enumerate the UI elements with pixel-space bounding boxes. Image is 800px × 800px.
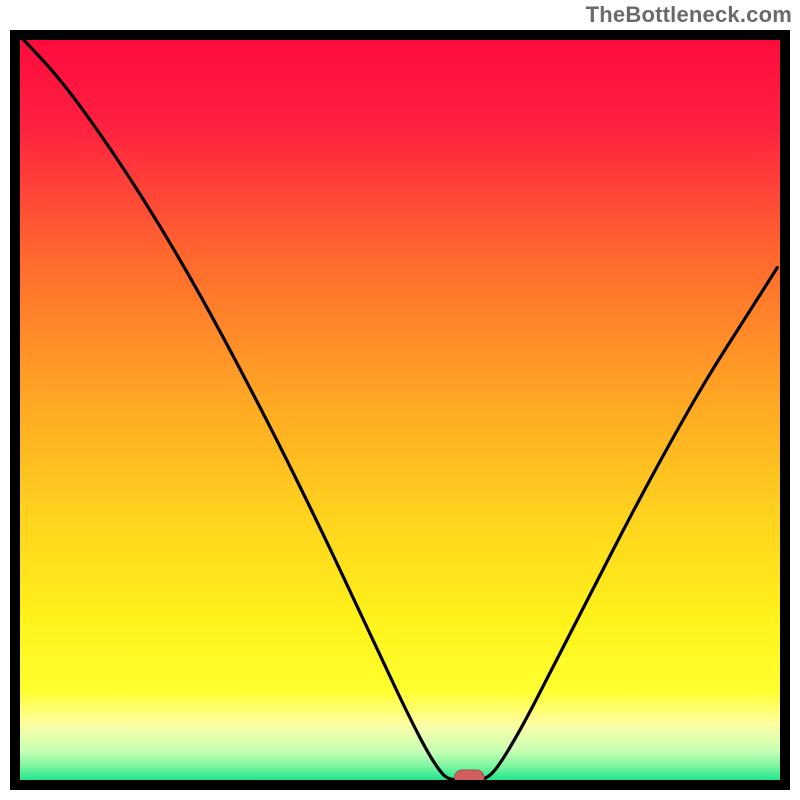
chart-svg bbox=[0, 0, 800, 800]
watermark-text: TheBottleneck.com bbox=[586, 2, 792, 28]
chart-container: TheBottleneck.com bbox=[0, 0, 800, 800]
gradient-background bbox=[15, 35, 785, 785]
